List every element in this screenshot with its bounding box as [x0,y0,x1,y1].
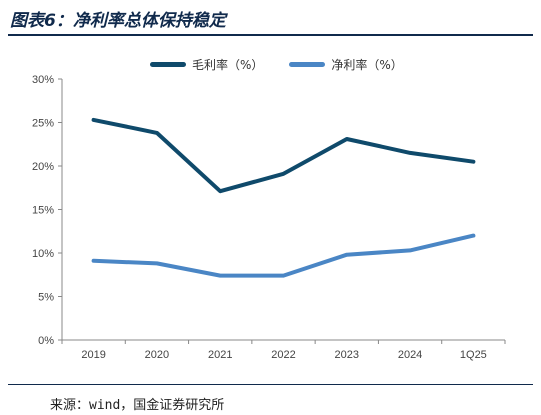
x-tick-label: 2024 [398,349,422,361]
x-tick-label: 2019 [81,349,105,361]
footer-divider [8,384,533,385]
series-line-net-margin [91,233,476,278]
legend-item-gross-margin: 毛利率（%） [150,56,263,73]
x-tick-label: 2021 [208,349,232,361]
chart-legend: 毛利率（%） 净利率（%） [150,56,429,72]
figure-title: 图表6：净利率总体保持稳定 [10,11,226,31]
y-tick-label: 30% [32,74,54,86]
title-divider [8,34,533,36]
x-tick-label: 2022 [271,349,295,361]
y-tick-label: 25% [32,118,54,130]
legend-swatch-gross-margin [150,61,186,67]
legend-label-gross-margin: 毛利率（%） [192,57,264,72]
legend-item-net-margin: 净利率（%） [289,56,403,73]
y-tick-label: 10% [32,248,54,260]
legend-swatch-net-margin [289,61,326,67]
y-tick-label: 5% [38,292,54,304]
x-tick-label: 2020 [145,349,169,361]
series-line-gross-margin [91,117,476,194]
legend-label-net-margin: 净利率（%） [331,57,403,72]
title-bar: 图表6：净利率总体保持稳定 [8,6,533,36]
x-tick-label: 2023 [335,349,359,361]
source-note: 来源：wind，国金证券研究所 [50,398,225,413]
x-tick-label: 1Q25 [460,349,487,361]
y-tick-label: 0% [38,335,54,347]
y-tick-label: 15% [32,205,54,217]
y-tick-label: 20% [32,161,54,173]
